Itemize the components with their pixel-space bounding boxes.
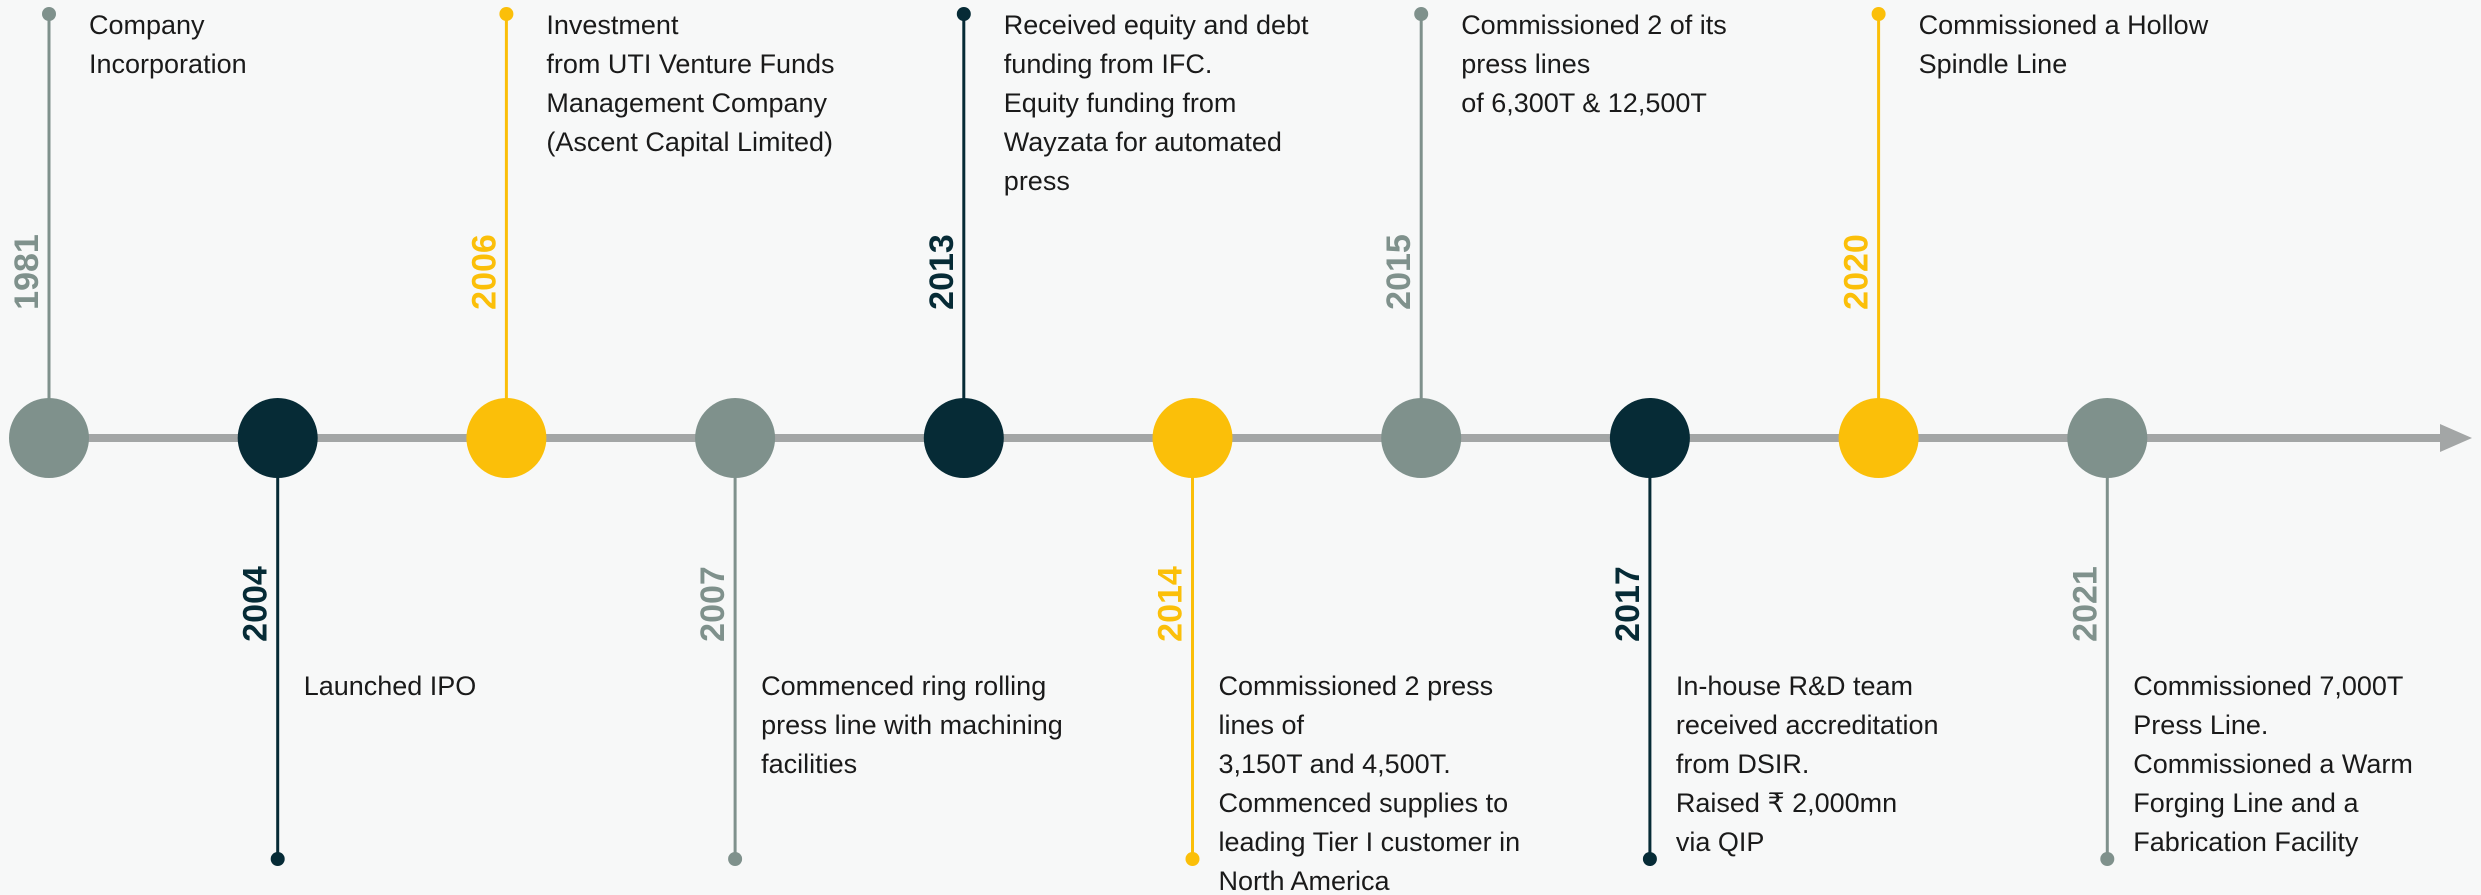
event-text: Commenced supplies to xyxy=(1219,788,1509,818)
event-text: from UTI Venture Funds xyxy=(546,49,834,79)
event-text: received accreditation xyxy=(1676,710,1939,740)
event-text: facilities xyxy=(761,749,857,779)
event-text: Launched IPO xyxy=(304,671,477,701)
event-node xyxy=(1381,398,1462,478)
event-year: 2015 xyxy=(1380,234,1418,310)
event-node xyxy=(9,398,89,478)
stem-dot xyxy=(1185,852,1200,866)
event-text: lines of xyxy=(1219,710,1305,740)
event-text: Fabrication Facility xyxy=(2133,827,2359,857)
stem-dot xyxy=(270,852,285,866)
event-node xyxy=(1838,398,1919,478)
event-text: Commissioned a Hollow xyxy=(1919,10,2209,40)
event-year: 2013 xyxy=(923,234,961,310)
event-text: funding from IFC. xyxy=(1004,49,1213,79)
event-text: Raised ₹ 2,000mn xyxy=(1676,788,1897,818)
event-text: Press Line. xyxy=(2133,710,2268,740)
event-text: Commissioned a Warm xyxy=(2133,749,2413,779)
event-text: from DSIR. xyxy=(1676,749,1810,779)
stem-dot xyxy=(1414,7,1429,21)
event-text: of 6,300T & 12,500T xyxy=(1461,88,1707,118)
event-text: Commissioned 2 of its xyxy=(1461,10,1727,40)
event-year: 2020 xyxy=(1838,234,1876,310)
event-year: 1981 xyxy=(8,234,46,310)
stem-dot xyxy=(42,7,56,21)
event-year: 2004 xyxy=(237,566,275,642)
stem-dot xyxy=(956,7,971,21)
event-node xyxy=(237,398,318,478)
event-text: Investment xyxy=(546,10,679,40)
event-text: press lines xyxy=(1461,49,1590,79)
event-node xyxy=(466,398,547,478)
event-node xyxy=(2067,398,2148,478)
event-text: press xyxy=(1004,166,1070,196)
event-text: Wayzata for automated xyxy=(1004,127,1282,157)
event-text: leading Tier I customer in xyxy=(1219,827,1521,857)
event-text: (Ascent Capital Limited) xyxy=(546,127,833,157)
event-year: 2021 xyxy=(2066,566,2104,642)
stem-dot xyxy=(499,7,514,21)
event-text: Commenced ring rolling xyxy=(761,671,1046,701)
event-node xyxy=(1609,398,1690,478)
event-node xyxy=(695,398,776,478)
event-text: press line with machining xyxy=(761,710,1063,740)
event-text: In-house R&D team xyxy=(1676,671,1913,701)
stem-dot xyxy=(1642,852,1657,866)
event-year: 2007 xyxy=(694,566,732,642)
event-text: Company xyxy=(89,10,205,40)
event-year: 2017 xyxy=(1609,566,1647,642)
stem-dot xyxy=(2100,852,2115,866)
event-text: Commissioned 2 press xyxy=(1219,671,1494,701)
event-text: North America xyxy=(1219,866,1391,895)
event-text: Incorporation xyxy=(89,49,247,79)
event-text: Equity funding from xyxy=(1004,88,1237,118)
stem-dot xyxy=(728,852,743,866)
event-text: via QIP xyxy=(1676,827,1765,857)
event-year: 2006 xyxy=(465,234,503,310)
event-node xyxy=(1152,398,1233,478)
event-year: 2014 xyxy=(1151,566,1189,642)
event-text: Commissioned 7,000T xyxy=(2133,671,2403,701)
event-text: Received equity and debt xyxy=(1004,10,1309,40)
event-text: Management Company xyxy=(546,88,827,118)
stem-dot xyxy=(1871,7,1886,21)
event-text: Forging Line and a xyxy=(2133,788,2359,818)
axis-arrow xyxy=(2440,424,2472,452)
event-text: 3,150T and 4,500T. xyxy=(1219,749,1451,779)
event-text: Spindle Line xyxy=(1919,49,2068,79)
event-node xyxy=(923,398,1004,478)
